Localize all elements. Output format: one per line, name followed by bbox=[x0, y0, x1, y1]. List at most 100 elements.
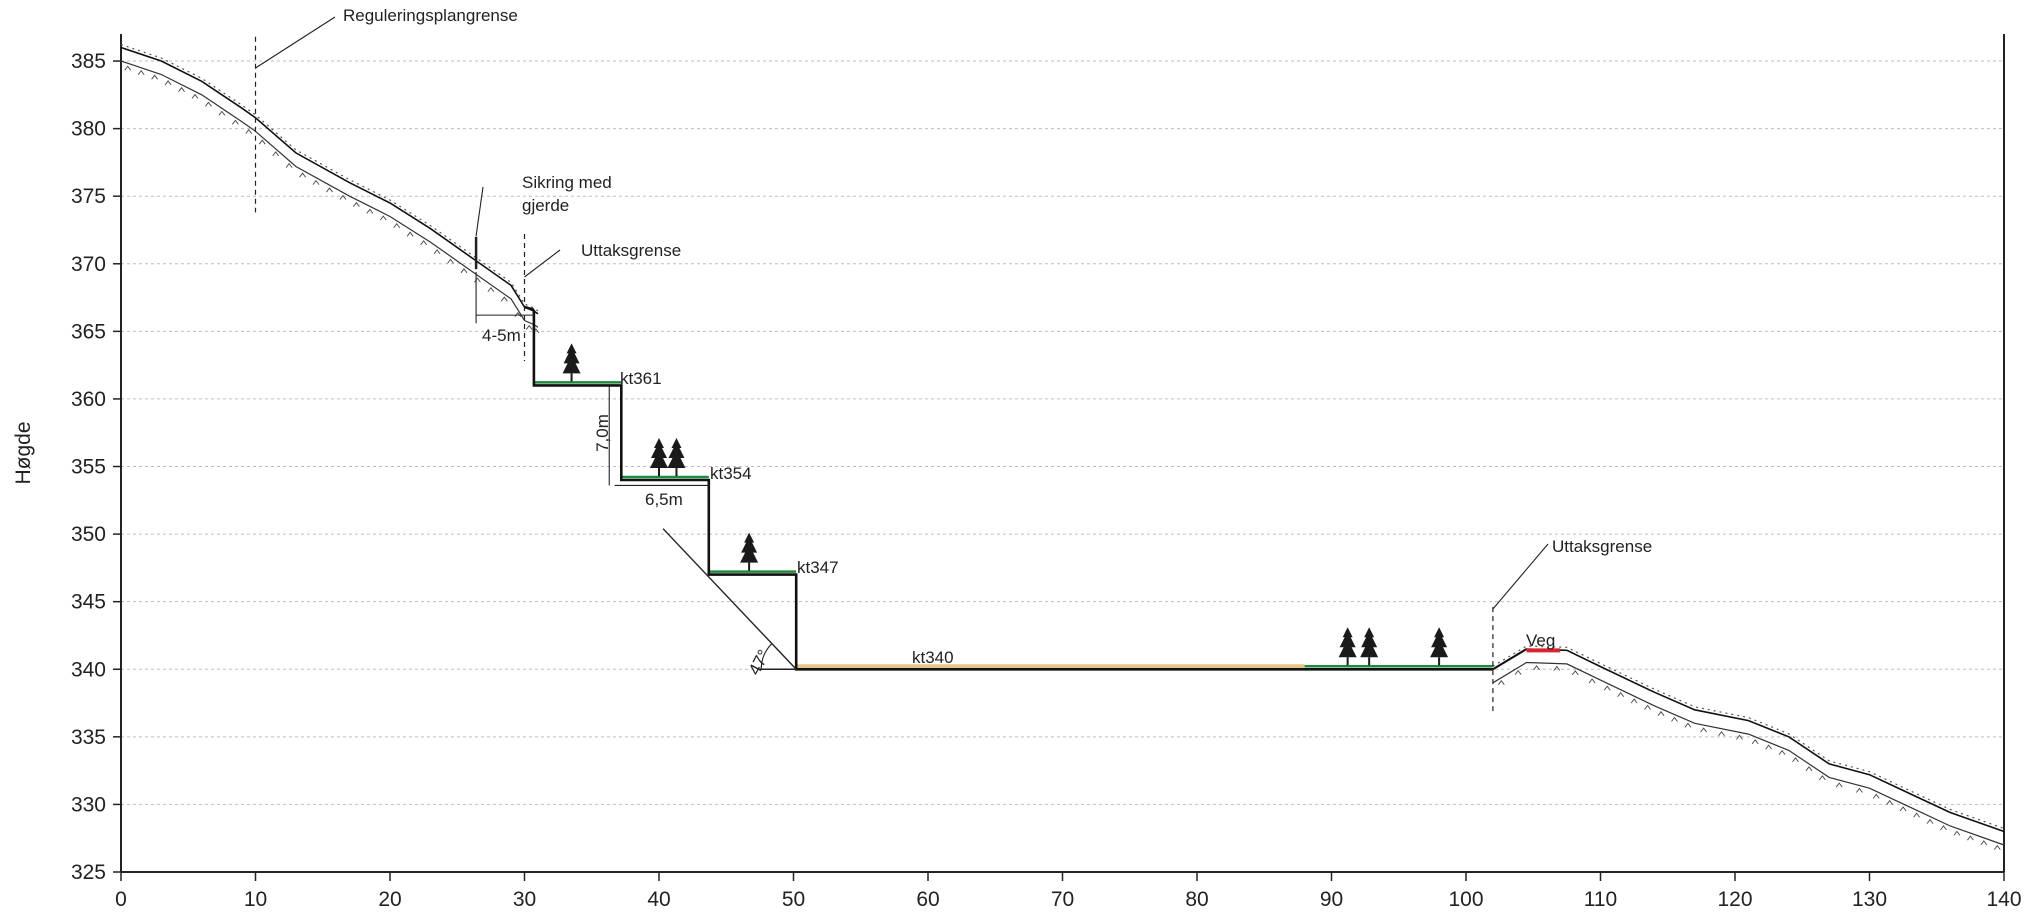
tree-icon bbox=[562, 343, 581, 382]
design-profile-connector bbox=[524, 305, 535, 311]
annotation-uttaksgrense-left: Uttaksgrense bbox=[581, 241, 681, 260]
tree-crown bbox=[740, 532, 759, 563]
terrain-right-hatch-mark bbox=[1588, 678, 1596, 684]
y-tick-label: 375 bbox=[71, 185, 106, 208]
x-tick-label: 130 bbox=[1852, 888, 1887, 911]
angle-arc bbox=[760, 642, 773, 670]
y-tick-label: 340 bbox=[71, 658, 106, 681]
terrain-right-dotted-line bbox=[1492, 645, 2005, 830]
terrain-right-hatch-mark bbox=[1617, 691, 1625, 697]
terrain-right-hatch-mark bbox=[1856, 787, 1863, 793]
terrain-right-hatch-mark bbox=[1835, 782, 1843, 788]
y-tick-label: 350 bbox=[71, 523, 106, 546]
x-tick-label: 30 bbox=[513, 888, 536, 911]
terrain-right-hatch-mark bbox=[1644, 704, 1651, 710]
terrain-left-hatch-mark bbox=[447, 258, 454, 264]
terrain-right-hatch-mark bbox=[1993, 844, 2001, 850]
terrain-right-lower-line bbox=[1492, 661, 2005, 846]
bench-label-kt361: kt361 bbox=[620, 369, 662, 388]
terrain-left-hatch-mark bbox=[406, 231, 414, 237]
terrain-right-hatch-mark bbox=[1819, 775, 1826, 781]
bench-label-kt340: kt340 bbox=[912, 648, 954, 667]
terrain-right-hatch-mark bbox=[1980, 840, 1988, 846]
road-label: Veg bbox=[1526, 631, 1555, 650]
dimension-label-6-5m: 6,5m bbox=[645, 490, 683, 509]
annotation-sikring-med: Sikring med bbox=[522, 173, 612, 192]
terrain-right-hatch-mark bbox=[1657, 710, 1665, 716]
terrain-left-hatch-mark bbox=[272, 151, 280, 157]
terrain-right-hatch-mark bbox=[1805, 766, 1813, 772]
terrain-right-hatch-mark bbox=[1926, 818, 1934, 824]
tick-labels: 325 330 335 340 345 350 355 360 365 370 375 380 385 0… bbox=[71, 50, 2022, 911]
terrain-left-hatch-mark bbox=[137, 70, 145, 76]
tree-icon bbox=[1430, 627, 1449, 666]
terrain-left-hatch-mark bbox=[379, 215, 387, 221]
y-tick-label: 385 bbox=[71, 50, 106, 73]
axes: Høgde bbox=[12, 34, 2005, 881]
angle-label-47: 47° bbox=[745, 647, 774, 679]
marks bbox=[120, 43, 2005, 850]
x-tick-label: 50 bbox=[782, 888, 805, 911]
tree-icon bbox=[1338, 627, 1357, 666]
terrain-left-hatch-mark bbox=[487, 286, 495, 292]
tree-icon bbox=[667, 438, 686, 477]
y-tick-label: 345 bbox=[71, 591, 106, 614]
terrain-left-hatch-mark bbox=[326, 187, 333, 193]
x-tick-label: 40 bbox=[647, 888, 670, 911]
tree-crown bbox=[1430, 627, 1449, 658]
y-tick-label: 365 bbox=[71, 320, 106, 343]
terrain-left-hatch-mark bbox=[339, 194, 347, 200]
y-tick-label: 380 bbox=[71, 118, 106, 141]
terrain-left-hatch-mark bbox=[191, 93, 199, 99]
terrain-left-hatch-mark bbox=[474, 277, 481, 283]
terrain-right-hatch-mark bbox=[1514, 669, 1522, 675]
terrain-left-hatch-mark bbox=[258, 139, 266, 145]
tree-crown bbox=[1360, 627, 1379, 658]
x-tick-label: 120 bbox=[1717, 888, 1752, 911]
design-profile-connector-right bbox=[1492, 648, 1528, 671]
terrain-right-hatch-mark bbox=[1630, 698, 1638, 704]
x-tick-label: 10 bbox=[244, 888, 267, 911]
terrain-right-hatch-mark bbox=[1913, 812, 1920, 818]
grid bbox=[121, 60, 2004, 805]
tree-icon bbox=[1360, 627, 1379, 666]
tree-icon bbox=[650, 438, 668, 477]
terrain-left-hatch-mark bbox=[433, 249, 441, 255]
annotation-gjerde: gjerde bbox=[522, 196, 569, 215]
terrain-left-hatch-mark bbox=[420, 240, 427, 246]
x-tick-label: 90 bbox=[1320, 888, 1343, 911]
y-tick-label: 335 bbox=[71, 726, 106, 749]
terrain-right-hatch-mark bbox=[1736, 734, 1743, 740]
terrain-left-hatch-mark bbox=[231, 119, 239, 125]
terrain-left-hatch-mark bbox=[124, 65, 132, 71]
y-tick-label: 360 bbox=[71, 388, 106, 411]
x-tick-label: 20 bbox=[378, 888, 401, 911]
terrain-left-hatch-mark bbox=[460, 268, 468, 274]
terrain-right-hatch-mark bbox=[1872, 793, 1880, 799]
annotations: Reguleringsplangrense Sikring med gjerde Ut… bbox=[254, 6, 1652, 713]
terrain-left-line bbox=[120, 46, 539, 315]
leader-uttaksgrense-left bbox=[524, 249, 561, 278]
terrain-right-hatch-mark bbox=[1571, 670, 1579, 676]
y-tick-label: 370 bbox=[71, 253, 106, 276]
bench-label-kt347: kt347 bbox=[797, 558, 839, 577]
bench-label-kt354: kt354 bbox=[710, 464, 752, 483]
terrain-left-hatch-mark bbox=[205, 101, 212, 107]
dimension-label-4-5m: 4-5m bbox=[482, 326, 521, 345]
leader-reguleringsplangrense bbox=[255, 16, 336, 69]
y-tick-label: 325 bbox=[71, 861, 106, 884]
terrain-right-hatch-mark bbox=[1603, 685, 1611, 691]
annotation-reguleringsplangrense: Reguleringsplangrense bbox=[343, 6, 518, 25]
terrain-left-hatch-mark bbox=[312, 179, 320, 185]
y-tick-label: 355 bbox=[71, 456, 106, 479]
terrain-left-dotted-line bbox=[120, 43, 539, 312]
leader-sikring bbox=[475, 186, 484, 237]
terrain-right-hatch-mark bbox=[1700, 727, 1707, 733]
terrain-right-hatch-mark bbox=[1671, 716, 1678, 722]
terrain-right-hatch-mark bbox=[1778, 749, 1786, 755]
terrain-right-hatch-mark bbox=[1899, 806, 1907, 812]
terrain-right-hatch-mark bbox=[1765, 744, 1772, 750]
terrain-right-hatch-mark bbox=[1533, 665, 1540, 671]
